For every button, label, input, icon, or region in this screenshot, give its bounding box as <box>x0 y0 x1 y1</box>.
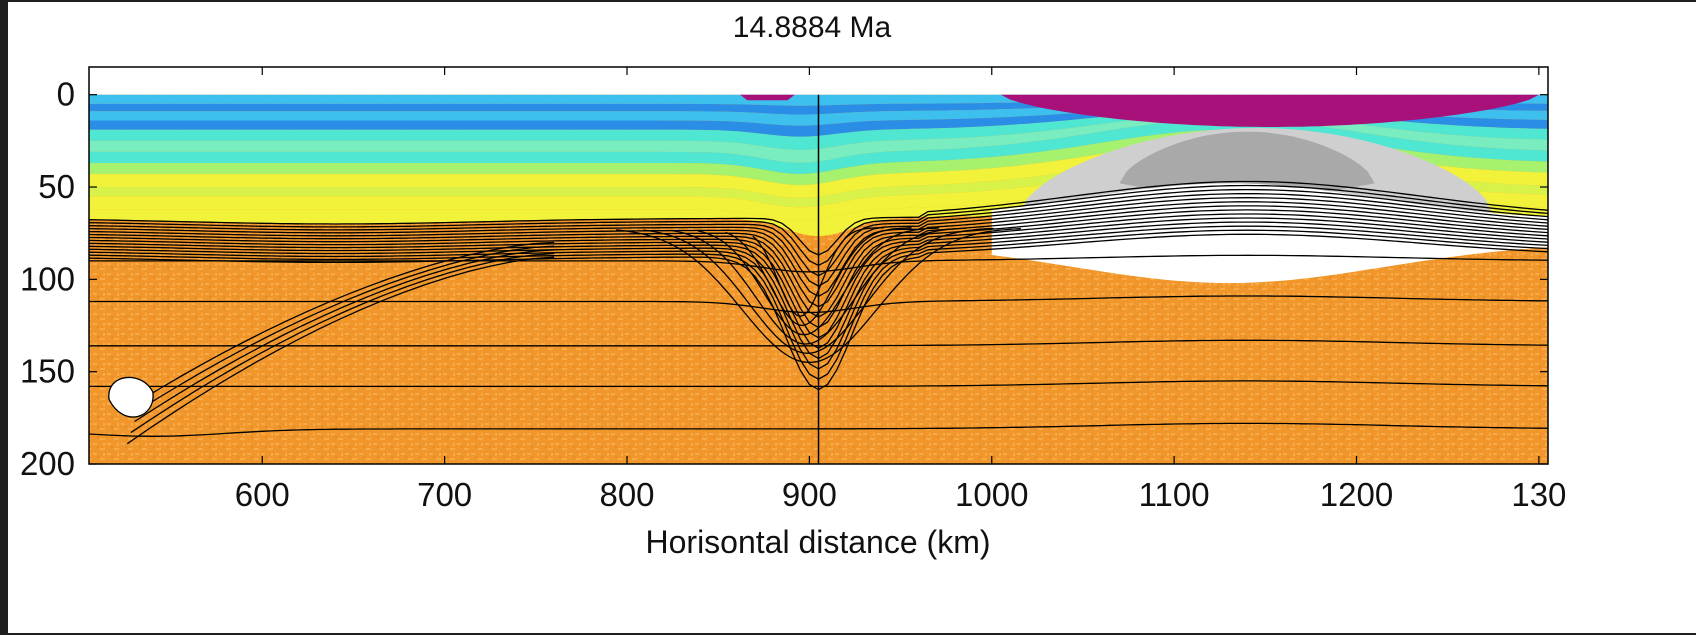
slab-contour <box>126 256 555 445</box>
x-tick-label: 1100 <box>1139 476 1210 513</box>
y-tick-label: 150 <box>20 353 75 390</box>
x-tick-label: 1000 <box>955 476 1028 513</box>
y-tick-label: 50 <box>38 168 75 205</box>
x-tick-label: 800 <box>599 476 654 513</box>
y-tick-label: 0 <box>57 76 75 113</box>
sediment-basin <box>740 94 1539 127</box>
y-axis: 0 50 100 150 200 <box>20 76 1548 482</box>
crust-layer <box>89 153 1548 208</box>
x-tick-label: 700 <box>417 476 472 513</box>
slab-contour <box>134 249 555 423</box>
figure-frame: 14.8884 Ma 600 700 800 900 1000 1100 1200 130 0… <box>8 2 1696 633</box>
x-tick-label: 900 <box>782 476 837 513</box>
crust-layer <box>89 129 1548 186</box>
x-tick-label: 600 <box>235 476 290 513</box>
slab-contour <box>137 245 555 412</box>
chart: 14.8884 Ma 600 700 800 900 1000 1100 1200 130 0… <box>20 11 1566 560</box>
crust-layer <box>89 113 1548 163</box>
plot-area <box>89 67 1548 464</box>
crust-layer <box>89 101 1548 126</box>
y-tick-label: 200 <box>20 445 75 482</box>
crust-layer <box>89 105 1548 137</box>
x-tick-label: 1200 <box>1320 476 1393 513</box>
slab-contour <box>141 241 555 400</box>
x-axis: 600 700 800 900 1000 1100 1200 130 <box>235 67 1566 513</box>
chart-title: 14.8884 Ma <box>733 11 892 44</box>
slab-tip <box>108 376 154 418</box>
slab-contour <box>130 252 555 434</box>
axes-box <box>88 66 1549 465</box>
y-tick-label: 100 <box>20 260 75 297</box>
crust-layer <box>89 118 1548 174</box>
x-axis-label: Horisontal distance (km) <box>646 524 991 560</box>
partial-melt-dome <box>1119 131 1375 199</box>
x-tick-label: 130 <box>1511 476 1566 513</box>
crust-layer <box>89 108 1548 150</box>
